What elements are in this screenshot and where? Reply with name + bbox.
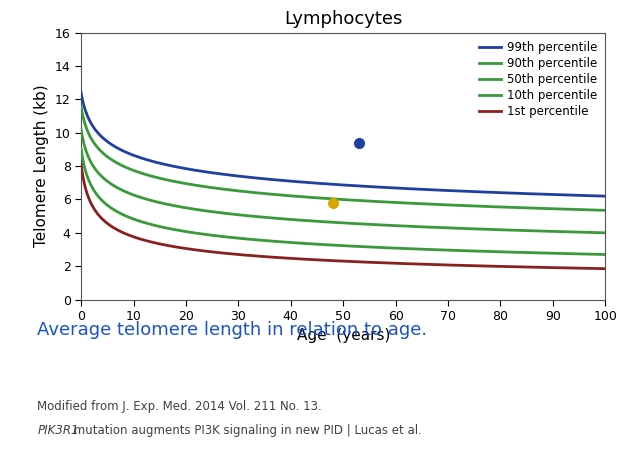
- Text: mutation augments PI3K signaling in new PID | Lucas et al.: mutation augments PI3K signaling in new …: [70, 424, 422, 437]
- Text: PIK3R1: PIK3R1: [37, 424, 79, 437]
- Y-axis label: Telomere Length (kb): Telomere Length (kb): [34, 85, 49, 248]
- Text: Modified from J. Exp. Med. 2014 Vol. 211 No. 13.: Modified from J. Exp. Med. 2014 Vol. 211…: [37, 400, 322, 413]
- X-axis label: Age  (years): Age (years): [296, 329, 390, 344]
- Legend: 99th percentile, 90th percentile, 50th percentile, 10th percentile, 1st percenti: 99th percentile, 90th percentile, 50th p…: [477, 39, 600, 120]
- Title: Lymphocytes: Lymphocytes: [284, 10, 402, 29]
- Text: Average telomere length in relation to age.: Average telomere length in relation to a…: [37, 321, 427, 338]
